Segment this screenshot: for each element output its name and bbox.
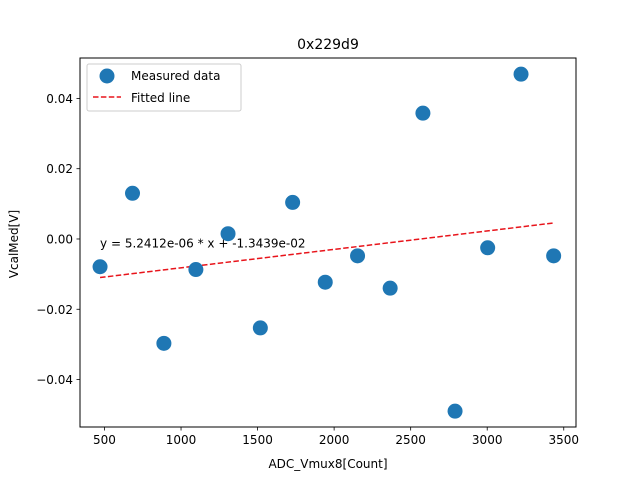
legend-box — [86, 63, 242, 112]
x-tick-label: 1500 — [242, 433, 273, 447]
x-tick-label: 2500 — [395, 433, 426, 447]
y-tick-label: −0.04 — [36, 373, 73, 387]
data-point — [513, 66, 529, 82]
axes-frame — [79, 57, 577, 428]
data-point — [285, 194, 301, 210]
axis-ticks: 500 1000 1500 2000 2500 3000 3500 −0.04 −0.02 0.0… — [36, 92, 579, 447]
data-point — [317, 274, 333, 290]
y-axis-label: VcalMed[V] — [7, 210, 21, 278]
chart-title: 0x229d9 — [297, 37, 359, 53]
data-point — [382, 280, 398, 296]
data-point — [188, 262, 204, 278]
y-tick-label: −0.02 — [36, 303, 73, 317]
y-tick-label: 0.02 — [46, 162, 73, 176]
data-point — [447, 403, 463, 419]
legend-marker-measured-data — [99, 68, 115, 84]
data-point — [480, 240, 496, 256]
legend-label-measured-data: Measured data — [131, 69, 220, 83]
legend-label-fitted-line: Fitted line — [131, 91, 190, 105]
legend: Measured data Fitted line — [86, 63, 242, 112]
y-tick-label: 0.00 — [46, 232, 73, 246]
x-tick-label: 500 — [93, 433, 116, 447]
data-point — [156, 335, 172, 351]
plot-area — [92, 66, 562, 419]
data-point — [350, 248, 366, 264]
data-point — [546, 248, 562, 264]
y-tick-label: 0.04 — [46, 92, 73, 106]
x-tick-label: 1000 — [166, 433, 197, 447]
x-axis-label: ADC_Vmux8[Count] — [268, 457, 387, 471]
x-tick-label: 2000 — [319, 433, 350, 447]
data-point — [92, 259, 108, 275]
fit-equation-annotation: y = 5.2412e-06 * x + -1.3439e-02 — [100, 236, 305, 250]
data-point — [252, 320, 268, 336]
fitted-line — [99, 222, 554, 279]
data-point — [415, 105, 431, 121]
x-tick-label: 3500 — [548, 433, 579, 447]
data-point — [125, 185, 141, 201]
x-tick-label: 3000 — [472, 433, 503, 447]
data-point — [220, 226, 236, 242]
